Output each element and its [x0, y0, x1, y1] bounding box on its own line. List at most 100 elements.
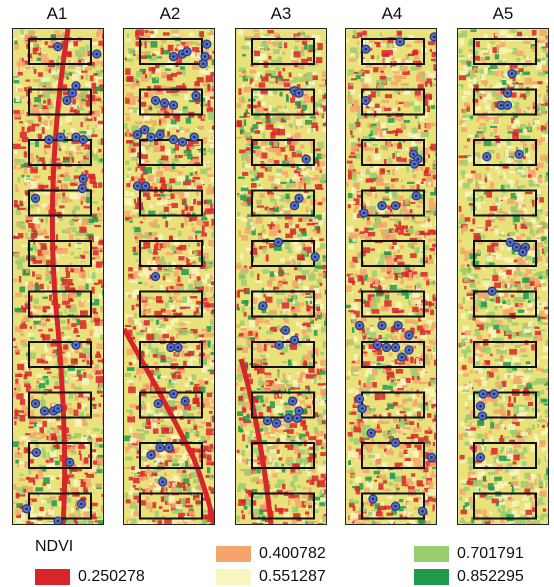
panel-label-a4: A4 — [381, 4, 403, 23]
sample-point — [180, 396, 190, 406]
legend-value: 0.551287 — [259, 568, 326, 585]
panel-label-a2: A2 — [159, 4, 181, 23]
plot-rectangle — [361, 139, 425, 166]
plot-rectangle — [139, 240, 203, 267]
plot-rectangle — [28, 189, 92, 217]
sample-point — [158, 477, 168, 487]
plot-rectangle — [139, 290, 203, 318]
plot-rectangle — [251, 341, 315, 368]
plot-rectangle — [139, 442, 203, 469]
sample-point — [76, 499, 87, 509]
sample-point — [390, 438, 401, 448]
sample-point — [280, 325, 291, 335]
ndvi-map-a4 — [345, 28, 437, 525]
sample-point — [153, 398, 163, 409]
sample-point — [354, 394, 365, 404]
plot-rectangle — [28, 391, 92, 419]
plot-rectangle — [473, 240, 537, 267]
sample-point — [505, 237, 515, 247]
sample-point — [354, 320, 365, 331]
legend-title: NDVI — [35, 538, 74, 555]
sample-point — [475, 401, 486, 411]
sample-point — [168, 51, 179, 62]
sample-point — [294, 88, 304, 98]
panel-label-a5: A5 — [492, 4, 514, 23]
ndvi-map-a5 — [457, 28, 549, 525]
sample-point — [92, 49, 102, 59]
sample-point — [150, 271, 161, 282]
sample-point — [301, 154, 311, 164]
legend-item: 0.701791 — [414, 544, 524, 564]
sample-point — [53, 42, 63, 52]
plot-rectangle — [361, 492, 425, 520]
sample-point — [189, 132, 199, 142]
sample-point — [357, 403, 367, 414]
plot-rectangle — [251, 139, 315, 166]
sample-point — [173, 342, 183, 353]
sample-point — [409, 159, 420, 169]
sample-point — [397, 352, 407, 362]
sample-point — [39, 406, 50, 416]
sample-point — [361, 95, 371, 106]
sample-point — [390, 501, 401, 511]
plot-rectangle — [251, 88, 315, 116]
sample-point — [292, 413, 302, 423]
ndvi-map-a3 — [235, 28, 327, 525]
panel-label-a1: A1 — [46, 4, 68, 23]
sample-point — [182, 46, 192, 57]
sample-point — [140, 125, 150, 135]
sample-point — [71, 81, 81, 91]
sample-point — [164, 442, 174, 453]
sample-point — [62, 95, 72, 106]
sample-point — [411, 191, 421, 201]
plot-rectangle — [139, 341, 203, 368]
sample-point — [390, 200, 401, 211]
sample-point — [393, 320, 403, 331]
sample-point — [71, 132, 81, 142]
sample-point — [132, 181, 143, 191]
sample-point — [511, 242, 522, 252]
plot-rectangle — [251, 290, 315, 318]
plot-rectangle — [28, 240, 92, 267]
legend-swatch — [216, 546, 251, 562]
plot-rectangle — [473, 290, 537, 318]
sample-point — [200, 51, 210, 62]
plot-rectangle — [28, 38, 92, 65]
legend-value: 0.852295 — [457, 568, 524, 585]
sample-point — [283, 413, 293, 423]
plot-rectangle — [28, 290, 92, 318]
sample-point — [150, 95, 161, 106]
sample-point — [168, 100, 179, 110]
plot-rectangle — [251, 492, 315, 520]
sample-point — [71, 340, 81, 350]
sample-point — [198, 59, 208, 69]
plot-rectangle — [361, 290, 425, 318]
sample-point — [258, 301, 268, 311]
plot-rectangle — [251, 189, 315, 217]
sample-point — [294, 406, 304, 416]
ndvi-raster — [236, 29, 326, 524]
sample-point — [507, 68, 517, 79]
sample-point — [44, 134, 54, 145]
sample-point — [502, 100, 513, 110]
sample-point — [377, 200, 387, 211]
sample-point — [146, 132, 156, 142]
plot-rectangle — [139, 189, 203, 217]
sample-point — [294, 193, 304, 203]
legend-value: 0.701791 — [457, 545, 524, 562]
sample-point — [191, 90, 201, 101]
plot-rectangle — [361, 189, 425, 217]
panel-label-a3: A3 — [270, 4, 292, 23]
sample-point — [168, 389, 179, 399]
sample-point — [361, 44, 371, 54]
sample-point — [514, 149, 524, 159]
legend-item: 0.400782 — [216, 544, 326, 564]
plot-rectangle — [139, 492, 203, 520]
sample-point — [56, 132, 66, 142]
legend-swatch — [216, 569, 251, 585]
sample-point — [132, 130, 143, 140]
legend-swatch — [414, 546, 449, 562]
sample-point — [155, 442, 165, 453]
sample-point — [310, 252, 320, 262]
sample-point — [146, 450, 156, 460]
